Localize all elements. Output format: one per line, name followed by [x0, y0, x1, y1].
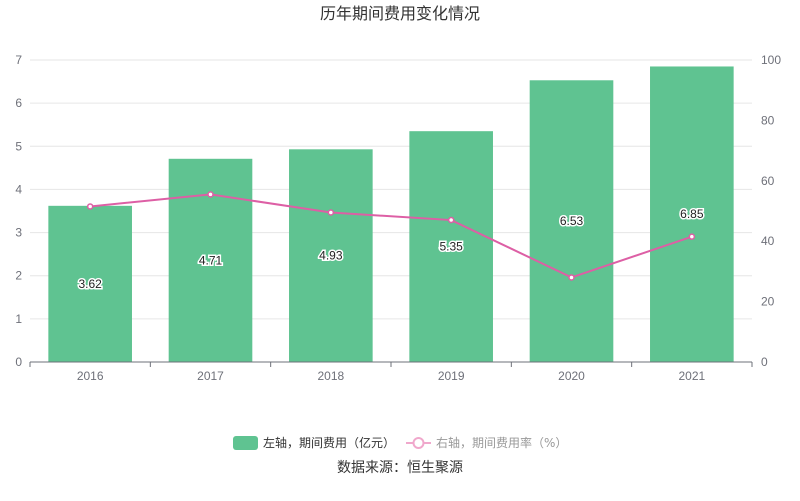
chart-title: 历年期间费用变化情况 — [320, 4, 480, 23]
bar[interactable] — [650, 66, 734, 362]
bar-value-labels: 3.62 4.71 4.93 5.35 6.53 6.85 — [77, 206, 705, 293]
legend: 左轴，期间费用（亿元） 右轴，期间费用率（%） — [233, 435, 567, 450]
right-y-axis: 0 20 40 60 80 100 — [761, 53, 781, 369]
left-axis-tick-label: 3 — [15, 226, 22, 240]
bar-series — [48, 66, 734, 362]
bar-value-label: 6.85 — [680, 207, 704, 221]
bar[interactable] — [409, 131, 493, 362]
bar-value-label: 4.71 — [199, 253, 223, 267]
legend-line-marker — [412, 437, 425, 449]
line-point[interactable] — [447, 216, 455, 224]
right-axis-tick-label: 40 — [761, 234, 775, 248]
left-axis-tick-label: 1 — [15, 312, 22, 326]
bar-value-label: 3.62 — [78, 277, 102, 291]
bar[interactable] — [48, 205, 132, 362]
left-axis-tick-label: 5 — [15, 139, 22, 153]
line-point[interactable] — [207, 191, 214, 198]
x-axis-tick-label: 2016 — [77, 369, 104, 383]
x-axis-tick-label: 2018 — [317, 369, 344, 383]
right-axis-tick-label: 20 — [761, 295, 775, 309]
right-axis-tick-label: 100 — [761, 53, 781, 67]
line-point[interactable] — [327, 209, 335, 216]
left-axis-tick-label: 2 — [15, 269, 22, 283]
line-point[interactable] — [86, 203, 94, 210]
bar-value-label: 5.35 — [439, 240, 463, 254]
bar-value-label: 4.93 — [319, 249, 343, 263]
x-axis-tick-label: 2017 — [197, 369, 224, 383]
right-axis-tick-label: 80 — [761, 113, 775, 127]
grid-lines — [30, 59, 752, 320]
left-axis-tick-label: 4 — [15, 182, 22, 196]
legend-line-label: 右轴，期间费用率（%） — [436, 435, 567, 450]
left-axis-tick-label: 0 — [15, 355, 22, 369]
legend-item-line[interactable]: 右轴，期间费用率（%） — [406, 435, 567, 450]
right-axis-tick-label: 0 — [761, 355, 768, 369]
rate-line — [90, 193, 693, 279]
right-axis-tick-label: 60 — [761, 174, 775, 188]
left-axis-tick-label: 6 — [15, 96, 22, 110]
bar[interactable] — [529, 80, 614, 362]
legend-bar-label: 左轴，期间费用（亿元） — [263, 435, 395, 450]
bar[interactable] — [289, 149, 373, 362]
x-axis: 2016 2017 2018 2019 2020 2021 — [29, 361, 753, 383]
x-axis-tick-label: 2019 — [438, 369, 465, 383]
x-axis-tick-label: 2020 — [558, 369, 585, 383]
line-point[interactable] — [568, 274, 575, 281]
line-series — [86, 191, 696, 281]
legend-bar-swatch — [233, 436, 258, 450]
line-point[interactable] — [688, 233, 696, 240]
left-y-axis: 0 1 2 3 4 5 6 7 — [15, 53, 22, 369]
left-axis-tick-label: 7 — [15, 53, 22, 67]
bar-value-label: 6.53 — [560, 214, 584, 228]
legend-item-bar[interactable]: 左轴，期间费用（亿元） — [233, 435, 395, 450]
data-source: 数据来源：恒生聚源 — [337, 460, 463, 476]
x-axis-tick-label: 2021 — [678, 369, 705, 383]
